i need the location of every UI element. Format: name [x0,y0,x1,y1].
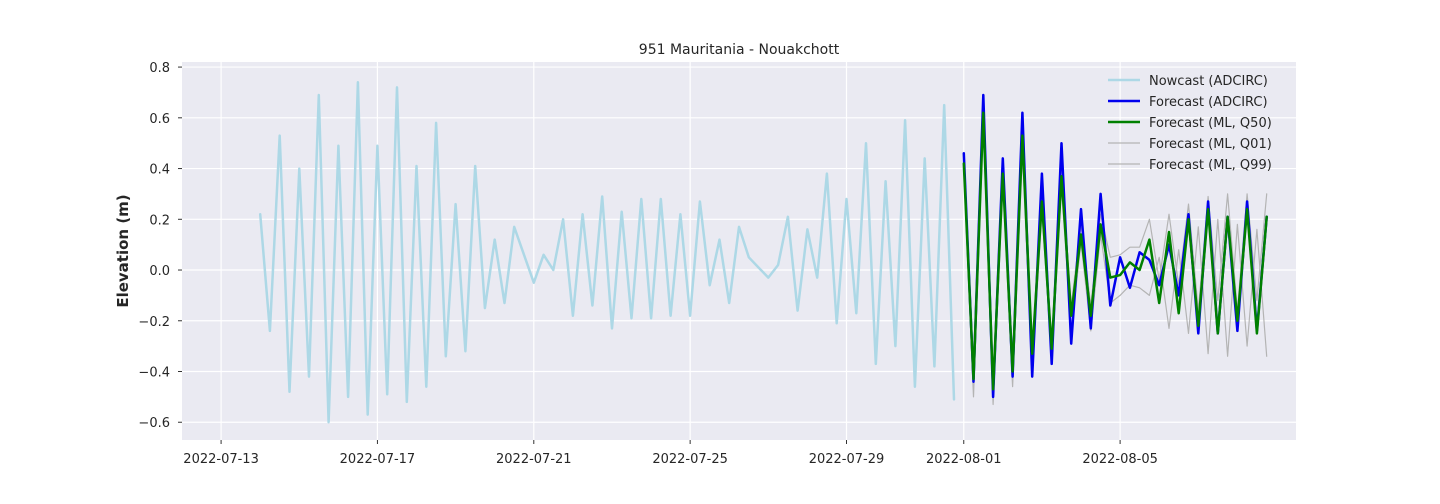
y-tick-label: 0.0 [149,264,170,279]
y-tick-label: 0.8 [149,61,170,76]
legend-label: Forecast (ADCIRC) [1149,95,1268,110]
legend-label: Nowcast (ADCIRC) [1149,74,1268,89]
y-tick-label: 0.4 [149,163,170,178]
x-tick-label: 2022-08-05 [1082,452,1158,467]
series-lines [258,81,1268,424]
x-tick-label: 2022-07-25 [652,452,728,467]
y-tick-label: 0.6 [149,112,170,127]
y-tick-label: −0.2 [138,315,170,330]
legend-label: Forecast (ML, Q50) [1149,116,1272,131]
grid-lines [182,62,1296,440]
chart-title: 951 Mauritania - Nouakchott [639,42,840,58]
x-tick-label: 2022-07-17 [340,452,416,467]
y-axis-ticks: 0.8 0.6 0.4 0.2 0.0 −0.2 −0.4 −0.6 [138,61,182,431]
legend-label: Forecast (ML, Q99) [1149,158,1272,173]
x-tick-label: 2022-07-13 [183,452,259,467]
legend-label: Forecast (ML, Q01) [1149,137,1272,152]
y-tick-label: −0.6 [138,416,170,431]
x-tick-label: 2022-07-29 [809,452,885,467]
y-tick-label: 0.2 [149,213,170,228]
x-axis-ticks: 2022-07-13 2022-07-17 2022-07-21 2022-07-25… [183,440,1158,467]
series-line-0 [258,81,956,424]
y-axis-label: Elevation (m) [114,194,132,307]
x-tick-label: 2022-07-21 [496,452,572,467]
legend: Nowcast (ADCIRC) Forecast (ADCIRC) Forecas… [1108,74,1272,173]
x-tick-label: 2022-08-01 [926,452,1002,467]
series-line-4 [962,111,1268,391]
y-tick-label: −0.4 [138,366,170,381]
